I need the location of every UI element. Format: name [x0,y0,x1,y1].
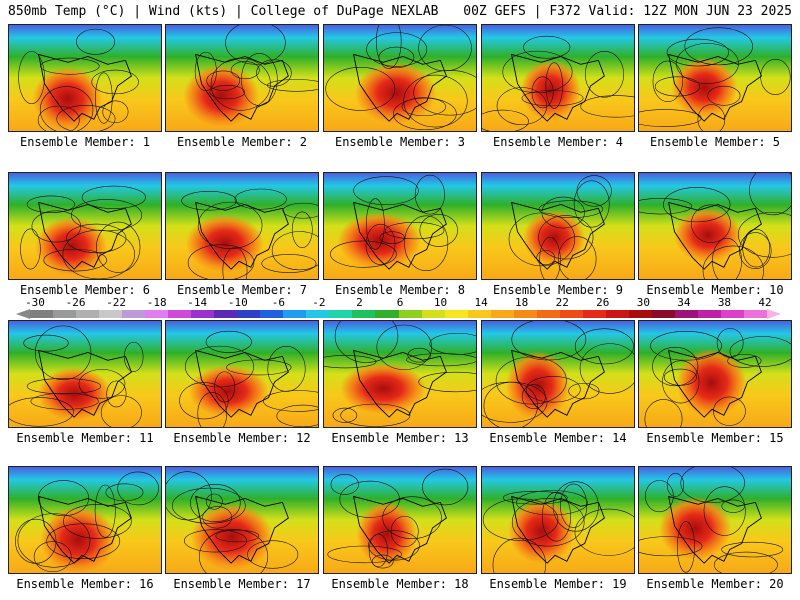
colorbar-segment [444,310,468,318]
member-map-8 [323,172,477,280]
colorbar-tick-label: -2 [312,296,326,309]
colorbar-segment [398,310,422,318]
colorbar-tick-label: 14 [474,296,488,309]
colorbar-segment [674,310,698,318]
colorbar-segment [421,310,445,318]
member-map-19 [481,466,635,574]
member-map-18 [323,466,477,574]
colorbar-tick-label: 18 [515,296,529,309]
member-label-3: Ensemble Member: 3 [334,135,466,149]
member-label-15: Ensemble Member: 15 [646,431,784,445]
member-label-4: Ensemble Member: 4 [492,135,624,149]
colorbar-tick-label: 30 [636,296,650,309]
colorbar-segment [559,310,583,318]
colorbar-tick-label: -18 [146,296,167,309]
colorbar-segment [467,310,491,318]
colorbar-segment [375,310,399,318]
member-map-3 [323,24,477,132]
member-map-12 [165,320,319,428]
colorbar-segment [513,310,537,318]
colorbar-segment [214,310,238,318]
colorbar-segment [260,310,284,318]
member-label-10: Ensemble Member: 10 [646,283,784,297]
member-label-12: Ensemble Member: 12 [173,431,311,445]
member-map-4 [481,24,635,132]
member-label-18: Ensemble Member: 18 [331,577,469,591]
colorbar-segment [168,310,192,318]
colorbar-tick-label: 42 [758,296,772,309]
colorbar-segment [605,310,629,318]
colorbar-segment [237,310,261,318]
colorbar-low-arrow [16,309,30,319]
colorbar-segment [329,310,353,318]
colorbar-tick-label: -26 [65,296,86,309]
member-label-14: Ensemble Member: 14 [489,431,627,445]
member-label-1: Ensemble Member: 1 [19,135,151,149]
member-label-17: Ensemble Member: 17 [173,577,311,591]
member-label-19: Ensemble Member: 19 [489,577,627,591]
member-label-11: Ensemble Member: 11 [16,431,154,445]
colorbar-segment [697,310,721,318]
member-map-1 [8,24,162,132]
colorbar-tick-label: 22 [555,296,569,309]
valid-time: 00Z GEFS | F372 Valid: 12Z MON JUN 23 20… [463,4,792,19]
colorbar-segment [651,310,675,318]
colorbar-segment [283,310,307,318]
member-map-17 [165,466,319,574]
member-map-9 [481,172,635,280]
colorbar-segment [76,310,100,318]
member-map-14 [481,320,635,428]
member-label-2: Ensemble Member: 2 [176,135,308,149]
member-label-6: Ensemble Member: 6 [19,283,151,297]
colorbar-segment [306,310,330,318]
member-label-9: Ensemble Member: 9 [492,283,624,297]
colorbar-segment [352,310,376,318]
colorbar-tick-label: 38 [717,296,732,309]
member-map-13 [323,320,477,428]
colorbar-segment [720,310,744,318]
colorbar-segment [582,310,606,318]
colorbar-tick-label: 6 [396,296,404,309]
colorbar-tick-label: -6 [271,296,285,309]
member-map-7 [165,172,319,280]
member-label-16: Ensemble Member: 16 [16,577,154,591]
colorbar-segment [30,310,54,318]
colorbar-tick-label: -30 [25,296,45,309]
member-map-15 [638,320,792,428]
chart-title: 850mb Temp (°C) | Wind (kts) | College o… [8,4,439,19]
member-map-2 [165,24,319,132]
colorbar-labels: -30 -26 -22 -18 -14 -10 -6 -2 2 6 10 14 18 22 26 30 34 38… [0,296,800,310]
colorbar-segment [191,310,215,318]
colorbar-tick-label: 34 [677,296,691,309]
member-label-13: Ensemble Member: 13 [331,431,469,445]
member-map-5 [638,24,792,132]
member-label-7: Ensemble Member: 7 [176,283,308,297]
colorbar-high-arrow [767,309,781,319]
member-map-6 [8,172,162,280]
colorbar-segment [53,310,77,318]
colorbar-segment [743,310,767,318]
member-label-20: Ensemble Member: 20 [646,577,784,591]
colorbar-segment [145,310,169,318]
colorbar-tick-label: 26 [596,296,610,309]
colorbar-segment [122,310,146,318]
member-map-16 [8,466,162,574]
member-map-20 [638,466,792,574]
colorbar-segment [536,310,560,318]
temperature-colorbar [30,310,767,318]
colorbar-tick-label: -10 [227,296,248,309]
member-label-5: Ensemble Member: 5 [649,135,781,149]
colorbar-tick-label: 10 [433,296,448,309]
member-label-8: Ensemble Member: 8 [334,283,466,297]
colorbar-tick-label: 2 [356,296,363,309]
colorbar-tick-label: -14 [187,296,208,309]
colorbar-segment [99,310,123,318]
colorbar-segment [490,310,514,318]
colorbar-segment [628,310,652,318]
colorbar-tick-label: -22 [106,296,127,309]
member-map-11 [8,320,162,428]
member-map-10 [638,172,792,280]
